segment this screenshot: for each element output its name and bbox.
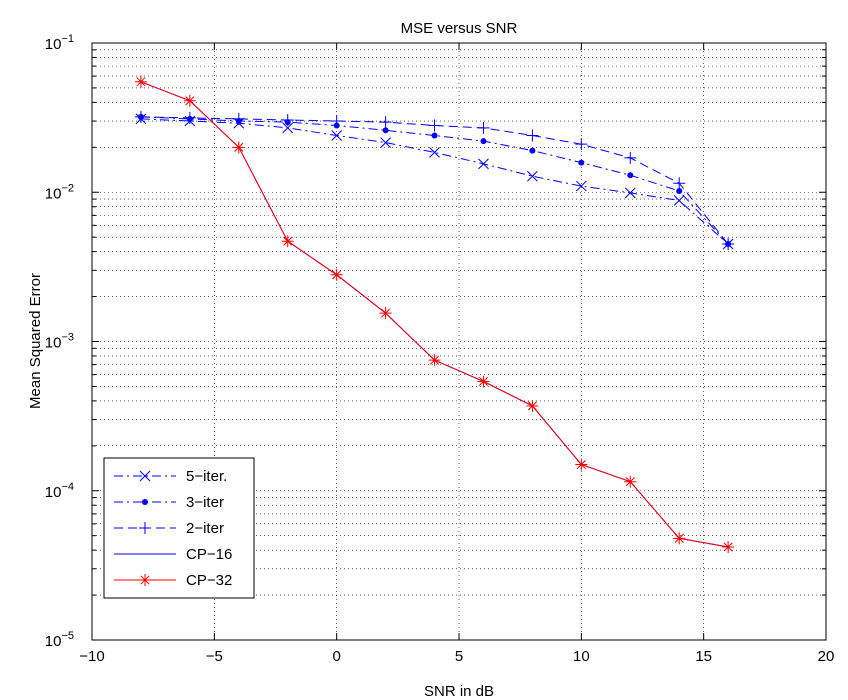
- data-point: [627, 172, 634, 179]
- data-point: [575, 180, 587, 192]
- data-point: [722, 540, 735, 553]
- data-point: [379, 116, 392, 129]
- data-point: [428, 119, 441, 132]
- data-point: [183, 94, 196, 107]
- data-point: [431, 132, 438, 139]
- legend-marker: [142, 499, 148, 505]
- data-point: [281, 113, 294, 126]
- data-point: [477, 375, 490, 388]
- legend-item: 3−iter: [114, 494, 224, 511]
- data-point: [331, 130, 343, 141]
- data-point: [379, 307, 392, 320]
- data-point: [478, 158, 489, 170]
- data-point: [624, 187, 636, 199]
- data-point: [527, 170, 538, 182]
- data-point: [575, 138, 588, 151]
- data-point: [722, 238, 735, 251]
- data-point: [477, 121, 490, 134]
- legend-label: 2−iter: [186, 520, 224, 537]
- legend-label: CP−16: [186, 546, 232, 563]
- data-point: [330, 115, 343, 128]
- legend-item: 5−iter.: [114, 468, 227, 485]
- data-point: [281, 235, 294, 248]
- legend-label: CP−32: [186, 572, 232, 589]
- data-point: [480, 138, 487, 145]
- data-point: [624, 151, 637, 164]
- data-point: [526, 399, 539, 412]
- data-point: [382, 127, 389, 134]
- x-tick-label: 15: [695, 648, 712, 665]
- x-tick-label: −10: [79, 648, 104, 665]
- x-tick-label: 10: [573, 648, 590, 665]
- series-2: [134, 110, 735, 251]
- ticks: [91, 42, 827, 641]
- data-point: [232, 112, 245, 125]
- data-point: [529, 147, 536, 154]
- data-point: [429, 147, 440, 158]
- data-point: [330, 268, 343, 281]
- legend-marker: [139, 522, 151, 534]
- y-axis-label: Mean Squared Error: [27, 273, 44, 409]
- legend-marker: [139, 574, 151, 586]
- legend-label: 3−iter: [186, 494, 224, 511]
- data-point: [380, 137, 391, 148]
- x-axis-label: SNR in dB: [424, 683, 494, 700]
- x-tick-label: 5: [455, 648, 463, 665]
- legend-item: 2−iter: [114, 520, 224, 537]
- data-point: [134, 110, 147, 123]
- series-4: [134, 75, 735, 553]
- data-point: [282, 122, 294, 134]
- chart-title: MSE versus SNR: [401, 20, 518, 37]
- legend: 5−iter. 3−iter 2−iter CP−16 CP−32: [103, 457, 255, 599]
- x-tick-labels: −10 −5 0 5 10 15 20: [79, 648, 834, 665]
- data-point: [578, 159, 585, 166]
- x-tick-label: 0: [332, 648, 340, 665]
- data-point: [673, 177, 686, 190]
- x-tick-label: 20: [818, 648, 835, 665]
- data-point: [134, 75, 147, 88]
- legend-item: CP−32: [114, 572, 232, 589]
- data-point: [676, 187, 683, 194]
- data-point: [232, 141, 245, 154]
- data-point: [428, 354, 441, 367]
- data-point: [673, 532, 686, 545]
- data-point: [183, 111, 196, 124]
- y-tick-labels: 10−510−410−310−210−1: [45, 33, 74, 650]
- data-point: [575, 458, 588, 471]
- data-point: [624, 475, 637, 488]
- x-tick-label: −5: [206, 648, 223, 665]
- legend-item: CP−16: [114, 546, 232, 563]
- series-layer: [134, 75, 735, 553]
- data-point: [526, 129, 539, 142]
- legend-marker: [139, 470, 151, 482]
- data-point: [673, 195, 685, 206]
- legend-label: 5−iter.: [186, 468, 227, 485]
